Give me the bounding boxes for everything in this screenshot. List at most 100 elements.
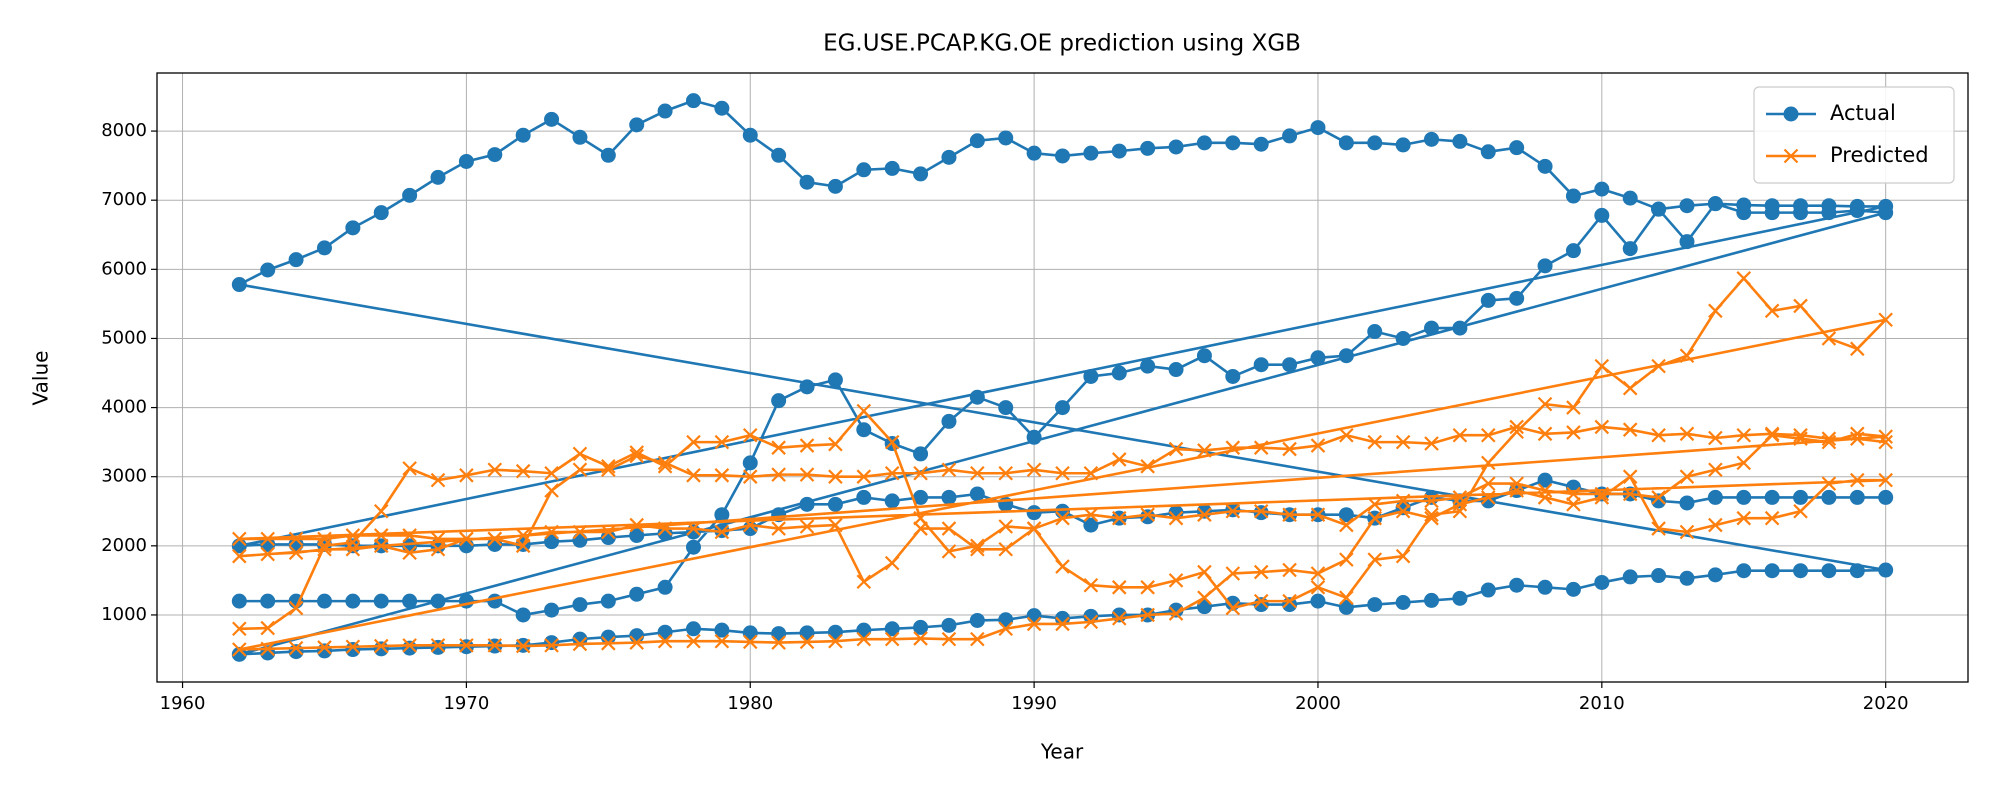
data-point [828,469,843,484]
data-point [799,379,815,395]
legend-label: Actual [1830,101,1896,125]
data-point [345,528,361,543]
data-point [1253,440,1269,455]
data-point [1026,616,1042,632]
y-tick-label: 1000 [101,604,147,625]
data-point [515,528,531,543]
data-point [1424,592,1440,608]
data-point [685,93,701,109]
data-point [1196,348,1212,364]
data-point [1026,505,1042,521]
data-point [572,129,588,145]
data-point [600,147,616,163]
data-point [1793,503,1808,519]
data-point [828,436,843,452]
data-point [1537,158,1553,174]
data-point [856,403,872,419]
data-point [1310,566,1326,581]
data-point [1395,493,1411,509]
data-point [1197,564,1212,580]
data-point [970,465,985,481]
legend-marker [1783,106,1799,122]
plot-frame [156,72,1969,683]
data-point [1651,358,1666,374]
data-point [515,638,531,654]
data-point [1282,593,1297,609]
data-point [487,462,503,478]
data-point [1764,489,1780,505]
data-point [1651,427,1666,443]
data-point [487,147,503,163]
data-point [1821,198,1837,214]
data-point [1339,427,1354,443]
data-point [373,538,389,554]
data-point [913,446,929,462]
data-point [714,633,730,649]
data-point [1111,611,1127,626]
data-point [1651,521,1666,536]
data-point [1197,443,1212,458]
data-point [1679,234,1695,250]
data-point [572,462,588,478]
data-point [1168,362,1184,378]
data-point [1395,503,1411,519]
data-point [771,440,786,455]
data-point [600,593,616,609]
data-point [1367,135,1383,151]
y-tick-label: 7000 [101,189,147,210]
legend: Actual Predicted [1753,86,1955,184]
data-point [430,639,446,655]
data-point [969,612,985,628]
data-point [1594,574,1610,590]
data-point [1850,472,1865,488]
data-point [1140,459,1155,474]
data-point [771,635,786,650]
data-point [1594,358,1610,374]
data-point [1849,489,1865,505]
data-point [1424,320,1440,336]
series [232,271,1893,657]
data-point [799,634,815,650]
data-point [970,538,985,554]
data-point [1736,563,1752,579]
data-point [459,468,474,483]
data-point [941,631,957,647]
data-point [402,593,418,609]
data-point [685,621,701,637]
data-point [1197,590,1212,605]
data-point [714,524,730,540]
data-point [487,638,503,653]
data-point [1481,490,1496,505]
data-point [742,127,758,143]
data-point [1594,207,1610,223]
data-point [1537,472,1553,488]
data-point [232,621,247,637]
data-point [771,393,787,409]
data-point [629,527,645,543]
data-point [402,187,418,203]
data-point [1055,400,1070,416]
data-point [260,262,276,278]
data-point [1622,569,1638,585]
data-point [260,546,275,562]
data-point [1651,568,1667,584]
data-point [1452,497,1468,512]
data-point [1055,148,1070,164]
data-point [998,621,1014,637]
data-point [1367,510,1383,526]
data-point [686,521,701,536]
data-point [1566,400,1581,415]
data-point [601,462,616,478]
data-point [1367,597,1383,613]
data-point [317,538,332,554]
data-point [941,149,957,165]
data-point [629,445,644,460]
data-point [1168,510,1184,526]
x-tick-label: 1990 [1011,693,1057,714]
data-point [430,169,446,185]
data-point [600,530,616,546]
data-point [1537,396,1553,412]
data-point [856,631,872,647]
